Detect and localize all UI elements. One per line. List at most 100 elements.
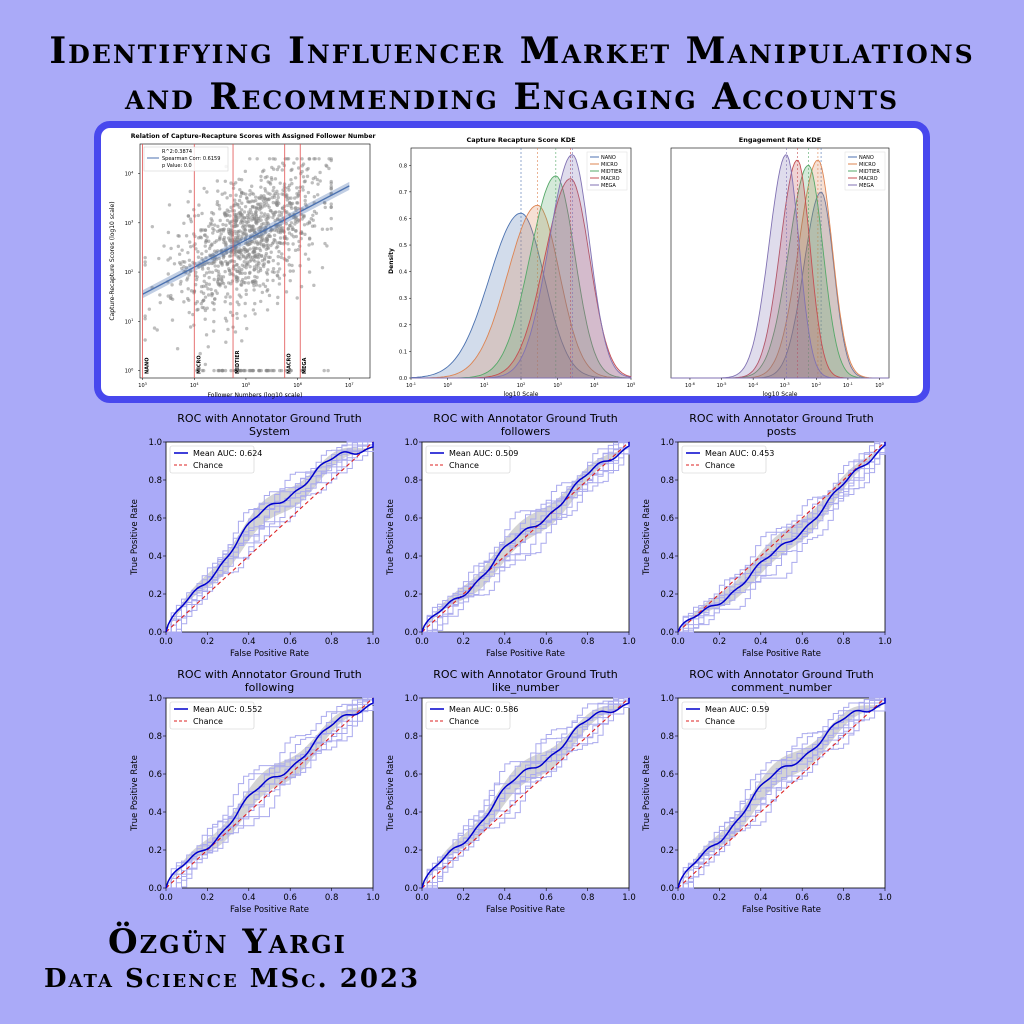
scatter-point — [182, 265, 186, 269]
legend-box — [143, 146, 229, 172]
scatter-point — [214, 268, 218, 273]
scatter-point — [263, 284, 268, 289]
scatter-point — [182, 300, 186, 304]
roc-mean-curve — [421, 698, 630, 889]
scatter-point — [258, 284, 262, 288]
scatter-point — [184, 234, 189, 238]
roc-chart: ROC with Annotator Ground Truthcomment_n… — [642, 668, 892, 915]
scatter-point — [259, 202, 263, 206]
scatter-point — [275, 301, 280, 306]
scatter-point — [239, 208, 244, 212]
scatter-point — [276, 254, 280, 259]
scatter-point — [204, 271, 209, 275]
y-tick-label: 0.5 — [399, 243, 407, 249]
scatter-point — [264, 243, 269, 247]
scatter-point — [223, 316, 228, 321]
scatter-point — [204, 255, 208, 260]
scatter-point — [215, 179, 220, 183]
x-tick-label: 0.6 — [283, 893, 297, 903]
scatter-point — [240, 218, 244, 223]
legend-chance: Chance — [449, 461, 479, 470]
scatter-point — [259, 174, 263, 179]
scatter-point — [193, 282, 198, 287]
scatter-point — [259, 254, 264, 259]
x-tick-label: 104 — [190, 382, 199, 389]
x-tick-label: 0.2 — [201, 637, 215, 647]
scatter-point — [265, 289, 269, 293]
scatter-point — [233, 235, 238, 240]
scatter-point — [272, 237, 276, 242]
scatter-point — [228, 301, 233, 306]
y-tick-label: 0.4 — [404, 552, 418, 562]
scatter-point — [204, 239, 209, 243]
scatter-point — [166, 272, 170, 276]
x-tick-label: 0.6 — [539, 637, 553, 647]
scatter-point — [188, 325, 193, 329]
scatter-point — [295, 296, 299, 300]
x-tick-label: 0.4 — [242, 637, 256, 647]
scatter-point — [254, 263, 259, 267]
scatter-point — [230, 234, 234, 238]
roc-fold-curve — [422, 698, 630, 889]
scatter-point — [196, 368, 200, 373]
kde-title: Capture Recapture Score KDE — [466, 136, 575, 144]
scatter-point — [206, 266, 211, 271]
roc-subtitle: following — [245, 681, 294, 694]
x-tick-label: 0.8 — [325, 893, 339, 903]
scatter-point — [157, 256, 161, 261]
scatter-point — [264, 236, 268, 241]
y-tick-label: 0.8 — [404, 476, 418, 486]
scatter-point — [287, 231, 292, 235]
scatter-point — [258, 225, 262, 230]
scatter-point — [310, 242, 315, 246]
scatter-point — [244, 276, 248, 280]
scatter-point — [325, 244, 329, 248]
x-tick-label: 0.2 — [457, 893, 471, 903]
scatter-point — [289, 368, 293, 373]
scatter-point — [219, 249, 223, 253]
scatter-point — [295, 186, 299, 190]
scatter-point — [260, 205, 265, 209]
scatter-point — [248, 189, 252, 193]
y-tick-label: 0.6 — [660, 514, 674, 524]
scatter-point — [276, 195, 280, 200]
scatter-point — [223, 368, 228, 373]
scatter-point — [237, 266, 241, 270]
legend-box — [169, 701, 255, 730]
scatter-point — [296, 206, 300, 211]
scatter-point — [215, 279, 220, 284]
scatter-point — [252, 227, 257, 231]
scatter-point — [253, 259, 257, 263]
legend-entry: R^2:0.3874 — [162, 149, 192, 155]
scatter-point — [247, 252, 251, 257]
x-axis-label: False Positive Rate — [742, 649, 821, 659]
scatter-point — [229, 237, 233, 241]
scatter-point — [240, 267, 244, 272]
scatter-point — [277, 368, 282, 373]
scatter-point — [223, 285, 228, 289]
scatter-point — [168, 256, 173, 260]
scatter-point — [234, 232, 239, 236]
scatter-point — [280, 210, 284, 215]
scatter-point — [263, 212, 267, 216]
scatter-point — [200, 252, 204, 256]
x-tick-label: 106 — [293, 382, 302, 389]
y-tick-label: 1.0 — [404, 694, 418, 704]
engagement-kde-panel: Engagement Rate KDE NANO MICRO MIDTIER MACRO… — [645, 130, 900, 400]
legend-box — [425, 701, 511, 730]
legend-entry: Spearman Corr: 0.6159 — [162, 156, 220, 162]
scatter-chart-panel: Relation of Capture-Recapture Scores wit… — [104, 130, 376, 400]
scatter-point — [277, 201, 281, 206]
scatter-point — [166, 294, 170, 298]
scatter-point — [205, 235, 209, 239]
roc-fold-curve — [422, 697, 629, 889]
scatter-point — [240, 236, 244, 241]
x-tick-label: 10-4 — [748, 382, 759, 389]
y-axis-label: True Positive Rate — [130, 499, 140, 576]
scatter-point — [303, 252, 308, 256]
legend-chance: Chance — [193, 717, 223, 726]
scatter-point — [253, 280, 257, 284]
scatter-point — [243, 314, 247, 318]
scatter-point — [280, 168, 285, 172]
